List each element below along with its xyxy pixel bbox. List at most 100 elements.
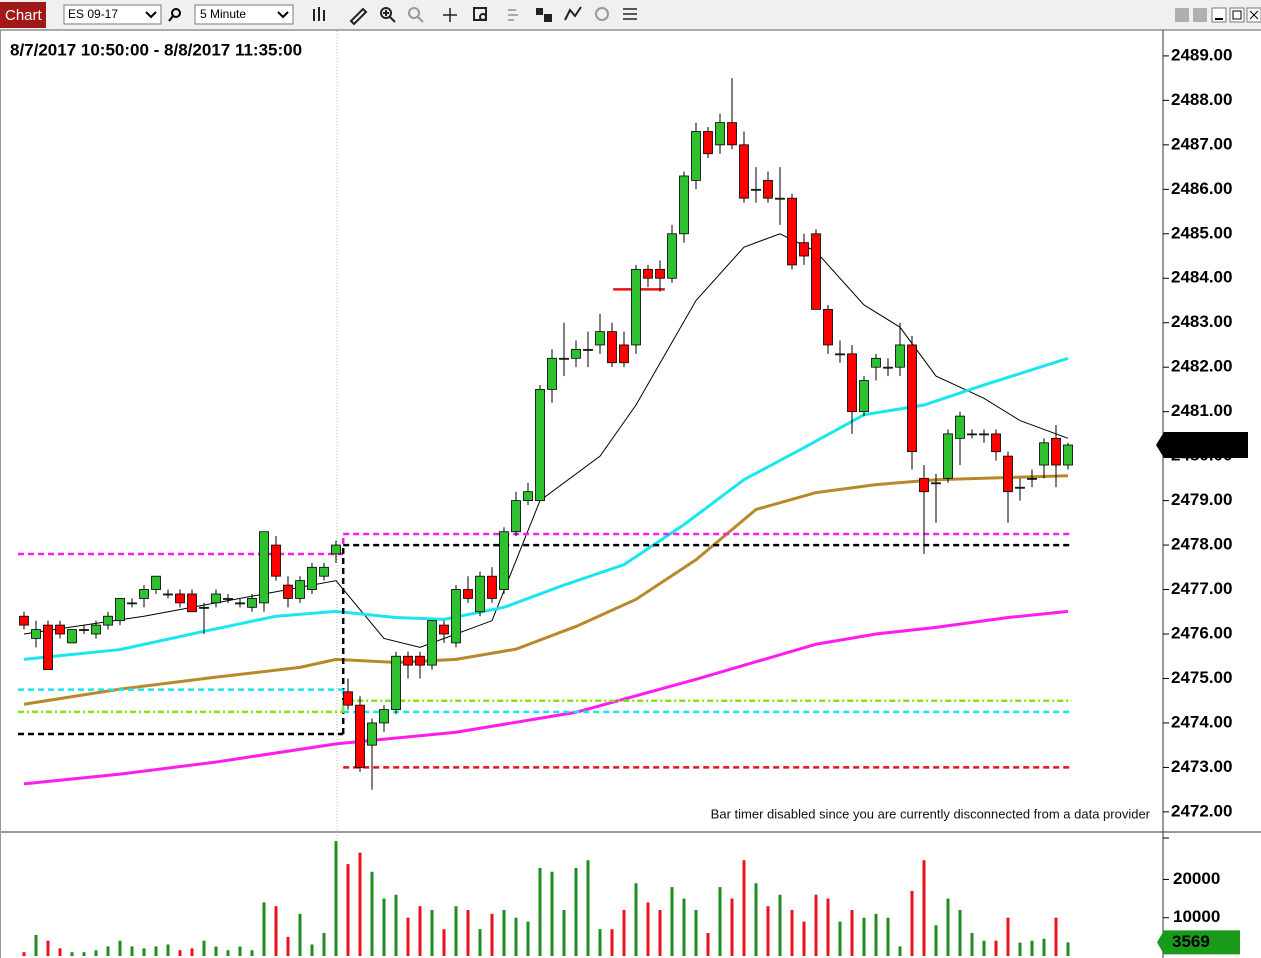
volume-bar [454, 906, 458, 956]
candle-body [79, 629, 89, 631]
volume-bar [154, 946, 158, 956]
volume-bar [202, 940, 206, 956]
candle-body [319, 566, 329, 577]
candle-body [955, 415, 965, 439]
candle-body [283, 584, 293, 599]
candle-body [307, 566, 317, 590]
y-tick-label: 2486.00 [1171, 179, 1232, 198]
volume-bar [1030, 940, 1034, 956]
candle-body [643, 268, 653, 279]
volume-bar [298, 913, 302, 956]
candle-body [235, 602, 245, 605]
last-volume: 3569 [1172, 932, 1210, 951]
candle-body [127, 602, 137, 605]
candle-body [1003, 455, 1013, 493]
annotation: Bar timer disabled since you are current… [711, 806, 1151, 821]
volume-bar [682, 898, 686, 956]
volume-bar [490, 913, 494, 956]
volume-bar [958, 910, 962, 956]
candle-body [415, 655, 425, 666]
volume-bar [610, 929, 614, 956]
candle-body [223, 598, 233, 600]
volume-bar [442, 929, 446, 956]
volume-bar [82, 952, 86, 956]
dropdown-arrow [145, 11, 157, 19]
y-tick-label: 2473.00 [1171, 757, 1232, 776]
candle-body [715, 122, 725, 146]
chart-title: 8/7/2017 10:50:00 - 8/8/2017 11:35:00 [10, 40, 302, 59]
candle-body [979, 433, 989, 436]
volume-bar [94, 950, 98, 956]
candle-body [823, 308, 833, 346]
y-tick-label: 2476.00 [1171, 623, 1232, 642]
volume-bar [598, 929, 602, 956]
volume-bar [946, 898, 950, 956]
last-price-box [1156, 432, 1248, 459]
volume-bar [970, 933, 974, 956]
y-tick-label: 2485.00 [1171, 223, 1232, 242]
volume-bar [70, 952, 74, 956]
candle-body [919, 477, 929, 493]
volume-bar [286, 936, 290, 956]
volume-bar [526, 921, 530, 956]
volume-bar [670, 887, 674, 956]
candle-body [247, 598, 257, 608]
interval: 5 Minute [200, 7, 246, 21]
candle-body [475, 575, 485, 613]
candle-body [451, 589, 461, 644]
volume-bar [742, 860, 746, 956]
volume-bar [826, 898, 830, 956]
search-icon[interactable] [171, 8, 181, 18]
candle-body [391, 655, 401, 710]
candle-body [679, 175, 689, 235]
instrument: ES 09-17 [68, 7, 118, 21]
candle-body [403, 655, 413, 666]
volume-bar [274, 906, 278, 956]
volume-bar [418, 906, 422, 956]
candle-body [511, 500, 521, 533]
volume-bar [106, 946, 110, 956]
moving-average [23, 356, 1069, 661]
volume-bar [790, 910, 794, 956]
candle-body [667, 233, 677, 279]
volume-bar [346, 864, 350, 956]
volume-bar [886, 917, 890, 956]
candle-body [595, 331, 605, 346]
tab-title: Chart [5, 7, 43, 24]
candle-body [847, 353, 857, 413]
candle-body [259, 531, 269, 604]
y-tick-label: 2481.00 [1171, 401, 1232, 420]
y-tick-label: 2474.00 [1171, 712, 1232, 731]
candle-body [379, 709, 389, 724]
candle-body [655, 268, 665, 279]
volume-bar [982, 940, 986, 956]
candle-body [763, 180, 773, 199]
chart-tab[interactable] [0, 2, 46, 28]
volume-bar [358, 852, 362, 956]
y-tick-label: 10000 [1173, 907, 1220, 926]
volume-bar [550, 871, 554, 956]
volume-bar [562, 910, 566, 956]
candle-body [739, 144, 749, 199]
volume-bar [130, 946, 134, 956]
candle-body [211, 593, 221, 604]
volume-bar [898, 946, 902, 956]
volume-bar [406, 917, 410, 956]
candle-body [907, 344, 917, 453]
volume-bar [310, 944, 314, 956]
volume-bar [118, 940, 122, 956]
candle-body [139, 589, 149, 599]
y-tick-label: 2479.00 [1171, 490, 1232, 509]
volume-bar [22, 952, 26, 956]
candle-body [151, 575, 161, 590]
window-buttons[interactable] [1175, 7, 1261, 23]
instrument-select[interactable] [63, 4, 162, 25]
volume-bar [574, 867, 578, 956]
candle-body [799, 242, 809, 257]
candle-body [727, 122, 737, 146]
toolbar-icons[interactable] [313, 6, 637, 26]
interval-select[interactable] [194, 4, 294, 25]
volume-bar [538, 867, 542, 956]
volume-bar [706, 933, 710, 956]
